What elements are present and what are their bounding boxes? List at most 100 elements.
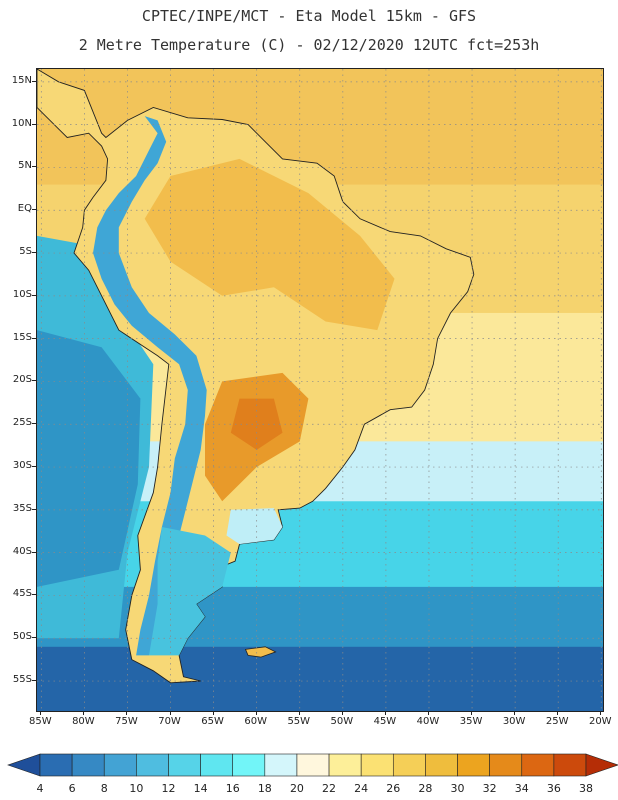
colorbar-label: 20 xyxy=(289,782,304,795)
latitude-tick xyxy=(32,594,36,596)
colorbar-label: 36 xyxy=(546,782,561,795)
longitude-label: 55W xyxy=(287,716,311,727)
colorbar-swatch xyxy=(232,753,266,777)
longitude-label: 70W xyxy=(158,716,181,727)
colorbar xyxy=(7,753,618,777)
colorbar-label: 30 xyxy=(450,782,465,795)
longitude-label: 30W xyxy=(502,716,526,727)
latitude-tick xyxy=(32,294,36,296)
latitude-tick xyxy=(32,551,36,553)
colorbar-swatch xyxy=(168,753,201,777)
colorbar-label: 24 xyxy=(354,782,369,795)
latitude-label: 50S xyxy=(12,631,32,643)
longitude-tick xyxy=(514,711,516,715)
longitude-label: 45W xyxy=(373,716,397,727)
colorbar-swatch xyxy=(296,753,330,777)
colorbar-label: 6 xyxy=(68,782,76,795)
latitude-tick xyxy=(32,637,36,639)
longitude-label: 40W xyxy=(416,716,440,727)
map-canvas xyxy=(37,69,603,711)
longitude-label: 35W xyxy=(459,716,483,727)
colorbar-label: 38 xyxy=(579,782,593,795)
longitude-label: 60W xyxy=(244,716,267,727)
longitude-tick xyxy=(298,711,300,715)
latitude-tick xyxy=(32,166,36,168)
patagonia-cool-zone xyxy=(149,527,231,656)
longitude-tick xyxy=(557,711,559,715)
latitude-tick xyxy=(32,252,36,254)
ocean-band-6 xyxy=(37,646,603,711)
latitude-label: EQ xyxy=(17,203,32,215)
longitude-label: 65W xyxy=(201,716,224,727)
chaco-hottest-zone xyxy=(230,398,283,450)
colorbar-low-arrow xyxy=(7,753,41,777)
longitude-label: 25W xyxy=(545,716,569,727)
latitude-tick xyxy=(32,508,36,510)
longitude-tick xyxy=(471,711,473,715)
colorbar-high-arrow xyxy=(585,753,618,777)
amazon-warm-zone xyxy=(144,158,395,331)
colorbar-swatch xyxy=(264,753,298,777)
latitude-tick xyxy=(32,380,36,382)
latitude-label: 5N xyxy=(18,160,32,172)
andes-cold-band xyxy=(93,116,207,656)
latitude-tick xyxy=(32,466,36,468)
colorbar-swatch xyxy=(103,753,137,777)
colorbar-swatch xyxy=(489,753,523,777)
longitude-label: 50W xyxy=(330,716,354,727)
longitude-tick xyxy=(40,711,42,715)
colorbar-swatch xyxy=(200,753,234,777)
colorbar-swatch xyxy=(39,753,73,777)
longitude-tick xyxy=(341,711,343,715)
longitude-tick xyxy=(427,711,429,715)
longitude-tick xyxy=(255,711,257,715)
longitude-tick xyxy=(212,711,214,715)
colorbar-label: 10 xyxy=(129,782,144,795)
colorbar-label: 26 xyxy=(386,782,401,795)
colorbar-swatch xyxy=(392,753,426,777)
longitude-label: 80W xyxy=(72,716,95,727)
latitude-label: 20S xyxy=(12,374,32,386)
longitude-label: 20W xyxy=(588,716,612,727)
map-title: CPTEC/INPE/MCT - Eta Model 15km - GFS xyxy=(141,7,477,25)
colorbar-swatch xyxy=(553,753,587,777)
longitude-tick xyxy=(169,711,171,715)
colorbar-swatch xyxy=(328,753,362,777)
pacific-cold-core xyxy=(37,330,141,587)
latitude-tick xyxy=(32,680,36,682)
colorbar-swatch xyxy=(425,753,458,777)
colorbar-swatch xyxy=(521,753,555,777)
longitude-label: 85W xyxy=(28,716,52,727)
colorbar-label: 8 xyxy=(100,782,108,795)
latitude-label: 55S xyxy=(12,674,32,686)
pampas-mild-zone xyxy=(226,508,283,545)
colorbar-label: 34 xyxy=(514,782,529,795)
latitude-tick xyxy=(32,123,36,125)
latitude-tick xyxy=(32,423,36,425)
colorbar-label: 14 xyxy=(193,782,208,795)
colorbar-label: 28 xyxy=(418,782,433,795)
latitude-tick xyxy=(32,80,36,82)
colorbar-swatch xyxy=(136,753,169,777)
colorbar-label: 16 xyxy=(225,782,240,795)
latitude-label: 10S xyxy=(12,288,32,300)
colorbar-label: 22 xyxy=(322,782,337,795)
latitude-label: 5S xyxy=(19,246,32,258)
latitude-label: 10N xyxy=(11,117,32,129)
latitude-label: 45S xyxy=(12,588,32,600)
colorbar-swatch xyxy=(457,753,490,777)
latitude-label: 15N xyxy=(11,74,32,86)
longitude-tick xyxy=(126,711,128,715)
temperature-map[interactable] xyxy=(36,68,604,712)
latitude-label: 25S xyxy=(12,417,32,429)
longitude-tick xyxy=(384,711,386,715)
latitude-label: 35S xyxy=(12,502,32,514)
latitude-label: 40S xyxy=(12,545,32,557)
colorbar-label: 18 xyxy=(257,782,272,795)
longitude-tick xyxy=(83,711,85,715)
colorbar-swatch xyxy=(71,753,105,777)
latitude-tick xyxy=(32,209,36,211)
longitude-tick xyxy=(600,711,602,715)
map-subtitle: 2 Metre Temperature (C) - 02/12/2020 12U… xyxy=(78,36,540,54)
colorbar-label: 4 xyxy=(36,782,44,795)
